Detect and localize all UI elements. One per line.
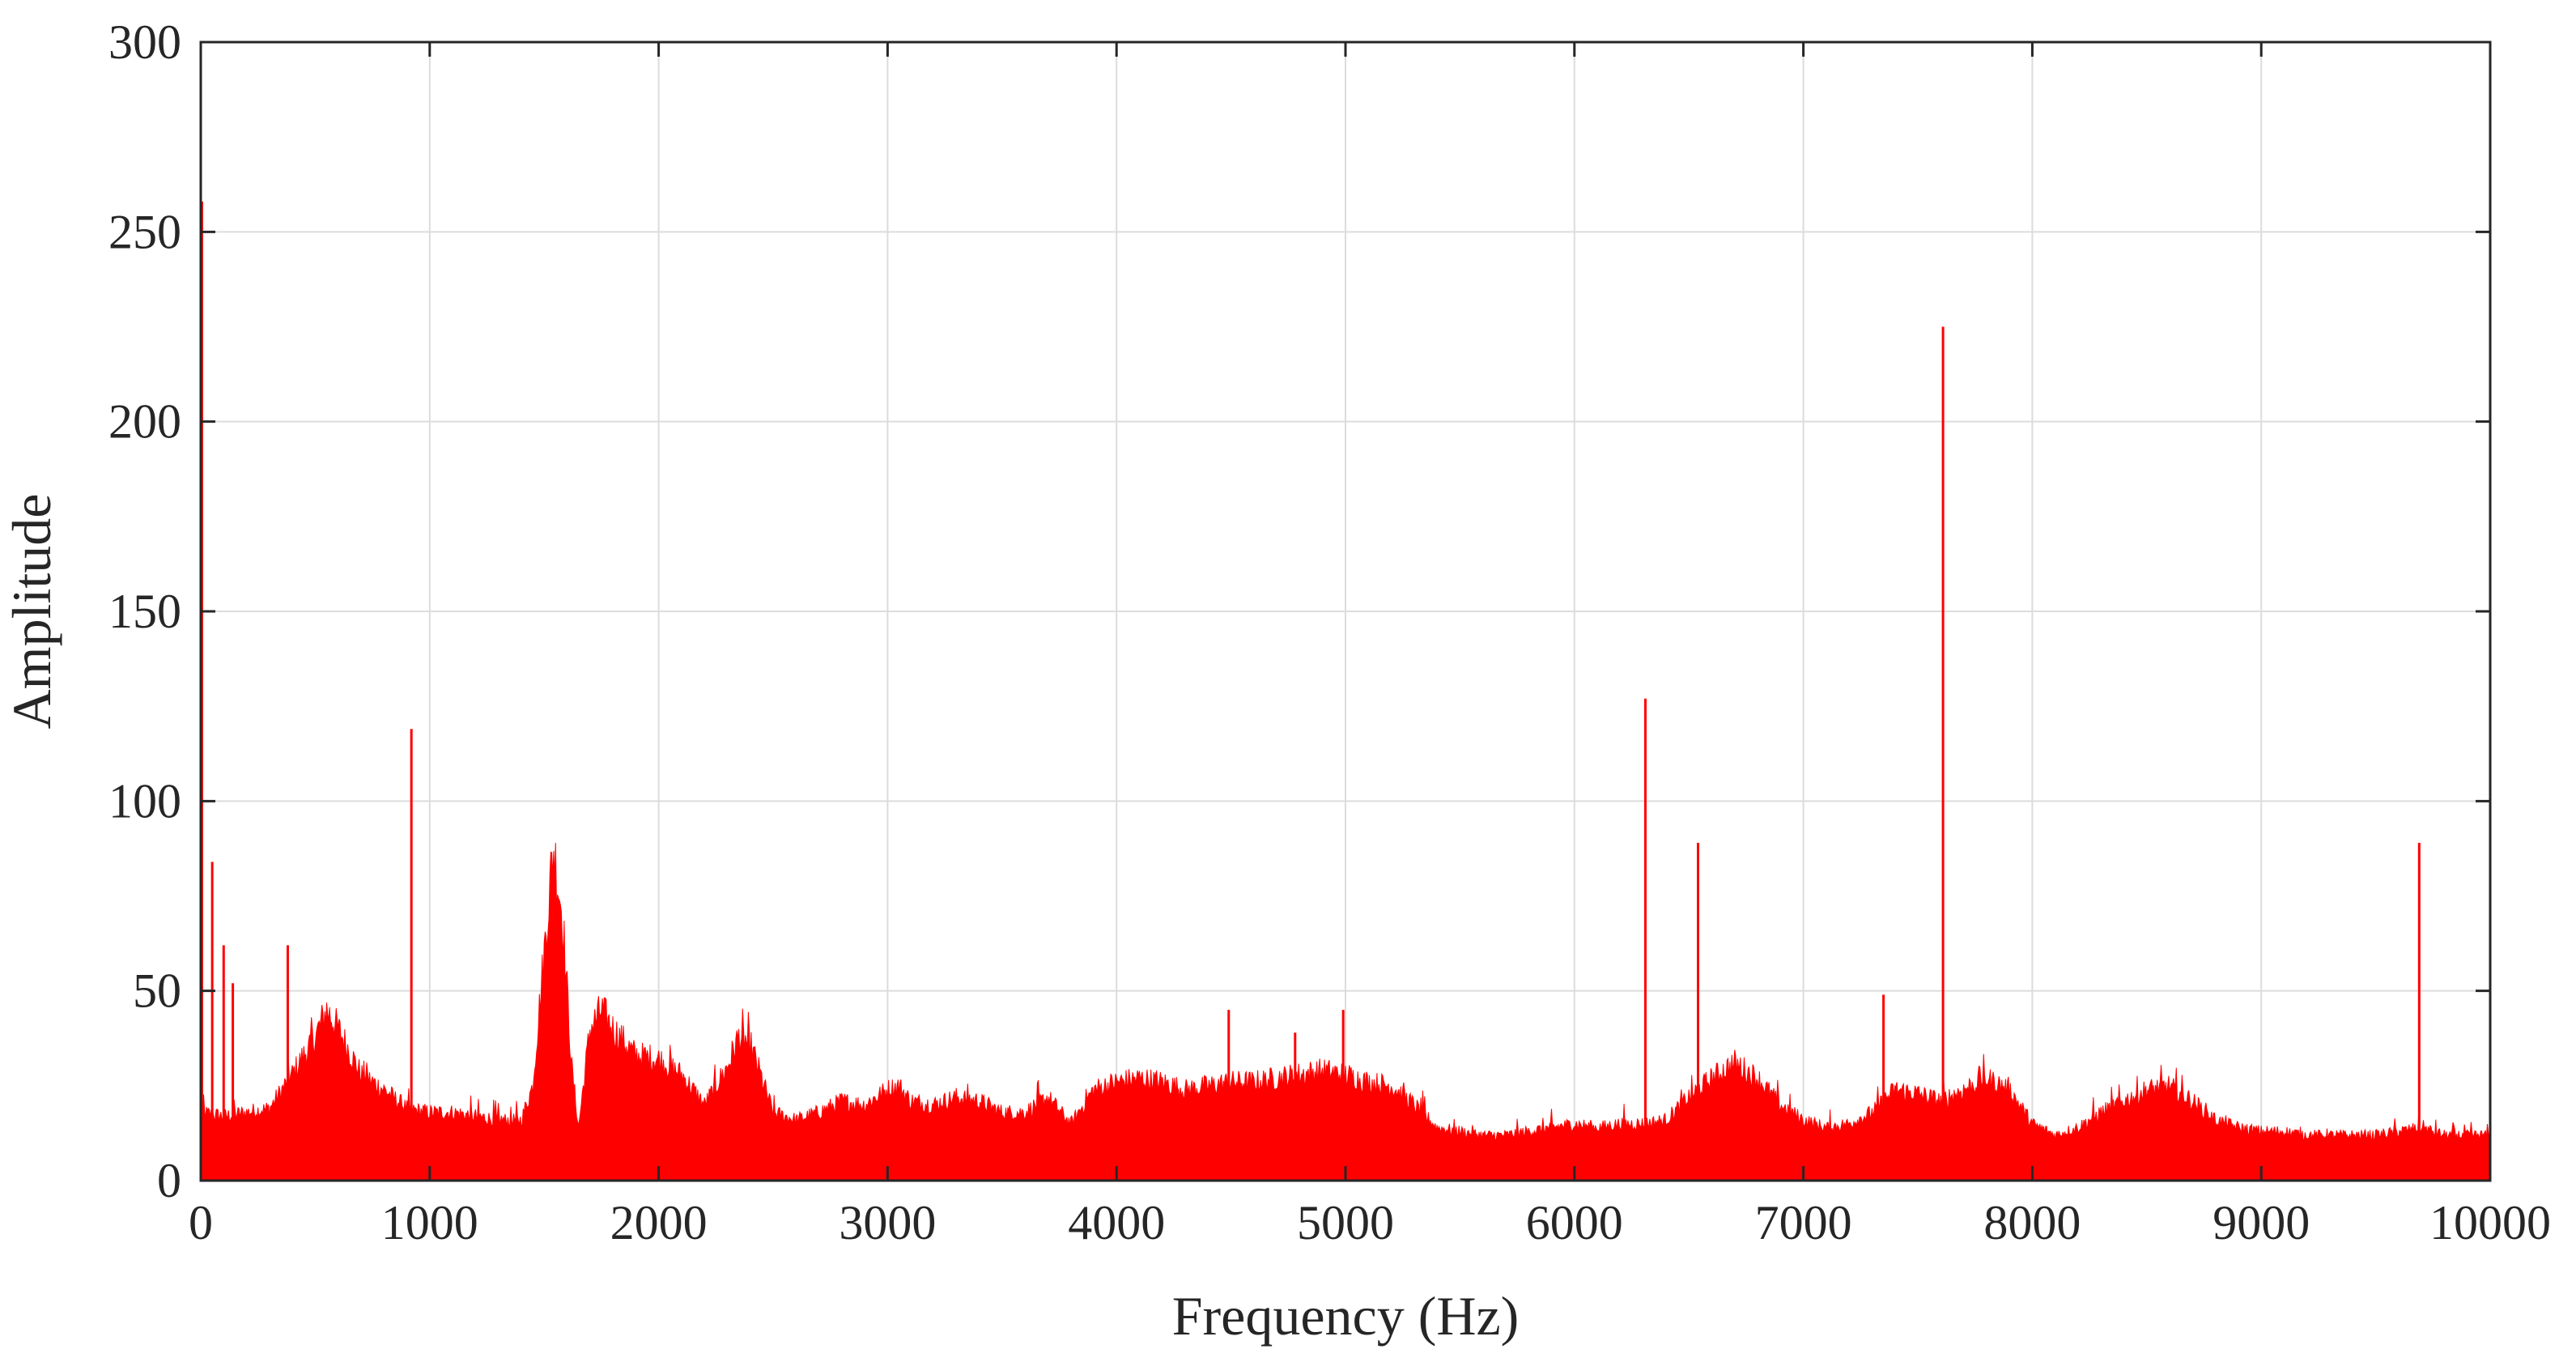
x-tick-label: 10000 — [2429, 1196, 2551, 1249]
x-tick-label: 5000 — [1297, 1196, 1394, 1249]
y-tick-label: 150 — [108, 585, 181, 638]
x-tick-label: 7000 — [1755, 1196, 1852, 1249]
x-tick-label: 4000 — [1068, 1196, 1165, 1249]
x-tick-label: 9000 — [2213, 1196, 2310, 1249]
x-tick-label: 2000 — [610, 1196, 708, 1249]
x-tick-label: 3000 — [839, 1196, 936, 1249]
x-axis-title: Frequency (Hz) — [1172, 1285, 1520, 1347]
y-tick-label: 100 — [108, 774, 181, 828]
y-tick-label: 0 — [157, 1154, 181, 1207]
y-tick-label: 300 — [108, 15, 181, 69]
x-tick-label: 6000 — [1526, 1196, 1623, 1249]
x-tick-label: 0 — [189, 1196, 213, 1249]
y-axis-ticks: 0 50 100 150 200 250 300 — [108, 15, 2490, 1207]
y-axis-title: Amplitude — [1, 494, 62, 730]
spectrum-area — [200, 842, 2491, 1181]
y-tick-label: 250 — [108, 205, 181, 258]
x-tick-label: 1000 — [381, 1196, 478, 1249]
x-tick-label: 8000 — [1983, 1196, 2081, 1249]
x-axis-ticks: 0 1000 2000 3000 4000 5000 6000 7000 8000 9000 100… — [189, 42, 2551, 1249]
y-tick-label: 200 — [108, 395, 181, 449]
y-tick-label: 50 — [133, 964, 181, 1018]
